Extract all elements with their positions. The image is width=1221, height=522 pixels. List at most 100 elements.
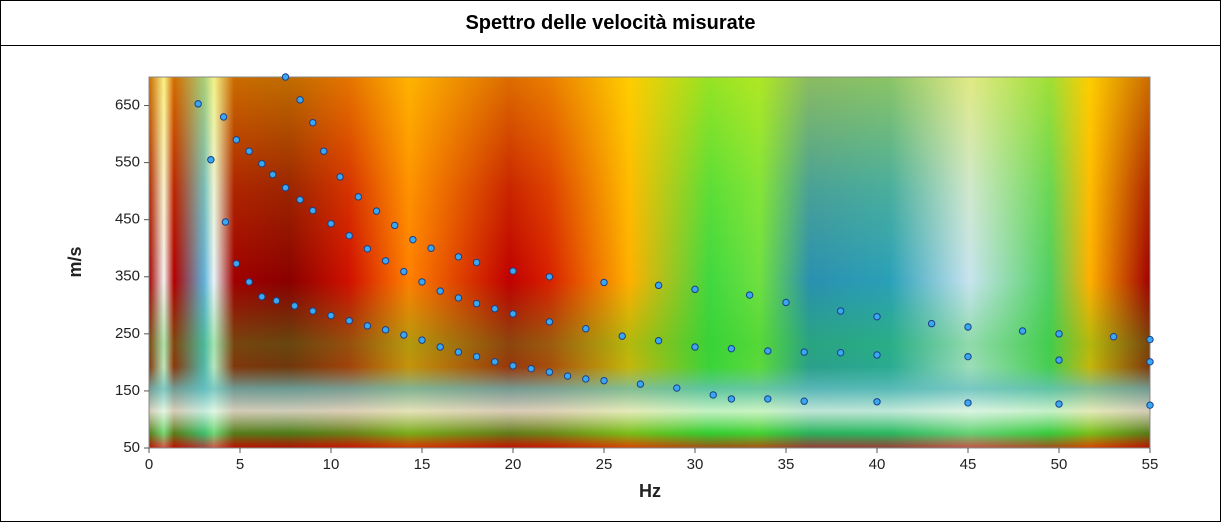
dispersion-point [545, 318, 554, 326]
dispersion-point [491, 358, 499, 366]
x-tick-label: 10 [323, 456, 340, 473]
dispersion-point [764, 395, 772, 403]
dispersion-point [232, 259, 241, 268]
dispersion-point [391, 221, 399, 230]
dispersion-point [1055, 356, 1063, 364]
dispersion-point [354, 193, 362, 201]
dispersion-point [527, 364, 535, 373]
dispersion-point [207, 156, 215, 164]
dispersion-point [381, 326, 390, 334]
dispersion-point [1018, 327, 1027, 335]
y-tick-label: 650 [115, 97, 140, 114]
dispersion-point [836, 348, 845, 357]
dispersion-point [964, 323, 972, 331]
dispersion-point [327, 219, 335, 228]
dispersion-point [673, 384, 681, 392]
x-tick-label: 40 [869, 456, 886, 473]
dispersion-point [654, 281, 663, 290]
dispersion-point [309, 307, 317, 315]
dispersion-point [454, 294, 463, 302]
dispersion-point [281, 73, 290, 81]
dispersion-point [1055, 330, 1063, 338]
x-tick-label: 50 [1051, 456, 1068, 473]
dispersion-point [400, 267, 408, 276]
dispersion-point [272, 297, 281, 305]
dispersion-point [372, 207, 381, 215]
dispersion-point [472, 258, 481, 267]
dispersion-point [509, 310, 517, 318]
dispersion-point [363, 322, 372, 330]
dispersion-point [873, 398, 881, 406]
dispersion-point [782, 298, 790, 307]
y-axis-label: m/s [65, 246, 85, 277]
dispersion-point [1146, 401, 1154, 409]
dispersion-point [309, 118, 317, 127]
dispersion-point [600, 376, 608, 385]
y-tick-label: 150 [115, 382, 140, 399]
dispersion-point [232, 136, 241, 144]
dispersion-point [296, 96, 304, 104]
x-tick-label: 25 [596, 456, 613, 473]
dispersion-point [927, 319, 936, 328]
plot-frame [148, 76, 1151, 449]
dispersion-point [427, 244, 435, 252]
dispersion-point [245, 147, 253, 155]
dispersion-point [381, 257, 390, 265]
dispersion-point [800, 397, 808, 405]
dispersion-point [436, 287, 444, 295]
dispersion-point [320, 147, 328, 155]
dispersion-point [509, 267, 517, 275]
dispersion-point [545, 368, 554, 376]
x-tick-label: 35 [778, 456, 795, 473]
dispersion-point [418, 278, 426, 286]
dispersion-point [269, 170, 277, 179]
dispersion-point [454, 253, 463, 261]
dispersion-point [436, 343, 444, 351]
y-tick-label: 350 [115, 268, 140, 285]
dispersion-point [709, 391, 717, 399]
spectrum-overlay [149, 77, 1150, 448]
dispersion-point [582, 375, 590, 383]
dispersion-point [290, 302, 299, 310]
dispersion-point [563, 372, 572, 380]
dispersion-point [221, 218, 230, 226]
dispersion-point [545, 273, 554, 281]
y-tick-label: 550 [115, 154, 140, 171]
x-tick-label: 0 [145, 456, 153, 473]
chart-title: Spettro delle velocità misurate [1, 1, 1220, 46]
dispersion-point [873, 313, 881, 321]
dispersion-point [363, 245, 372, 253]
dispersion-point [309, 206, 317, 215]
dispersion-point [258, 160, 266, 168]
dispersion-point [258, 293, 266, 301]
x-tick-label: 45 [960, 456, 977, 473]
dispersion-point [1146, 335, 1154, 344]
dispersion-point [691, 285, 699, 294]
dispersion-point [800, 348, 808, 356]
dispersion-point [654, 336, 663, 345]
y-tick-label: 250 [115, 325, 140, 342]
dispersion-point [582, 325, 590, 333]
dispersion-point [418, 336, 426, 344]
dispersion-point [764, 347, 772, 355]
dispersion-point [1109, 333, 1118, 341]
dispersion-point [745, 291, 754, 299]
dispersion-point [327, 311, 335, 320]
chart: Hz m/s 0 5 10 15 20 25 30 35 40 45 50 55 50 150 250 350… [65, 73, 1158, 501]
dispersion-point [491, 305, 499, 313]
dispersion-point [636, 380, 645, 388]
dispersion-point [400, 331, 408, 339]
y-tick-label: 450 [115, 211, 140, 228]
dispersion-point [245, 278, 253, 286]
dispersion-point [472, 299, 481, 308]
x-tick-label: 30 [687, 456, 704, 473]
dispersion-point [691, 343, 699, 351]
dispersion-point [281, 184, 290, 192]
dispersion-point [219, 113, 228, 121]
dispersion-point [509, 362, 517, 370]
dispersion-point [454, 348, 463, 356]
dispersion-point [345, 317, 353, 325]
dispersion-point [727, 395, 736, 403]
dispersion-point [836, 307, 845, 315]
